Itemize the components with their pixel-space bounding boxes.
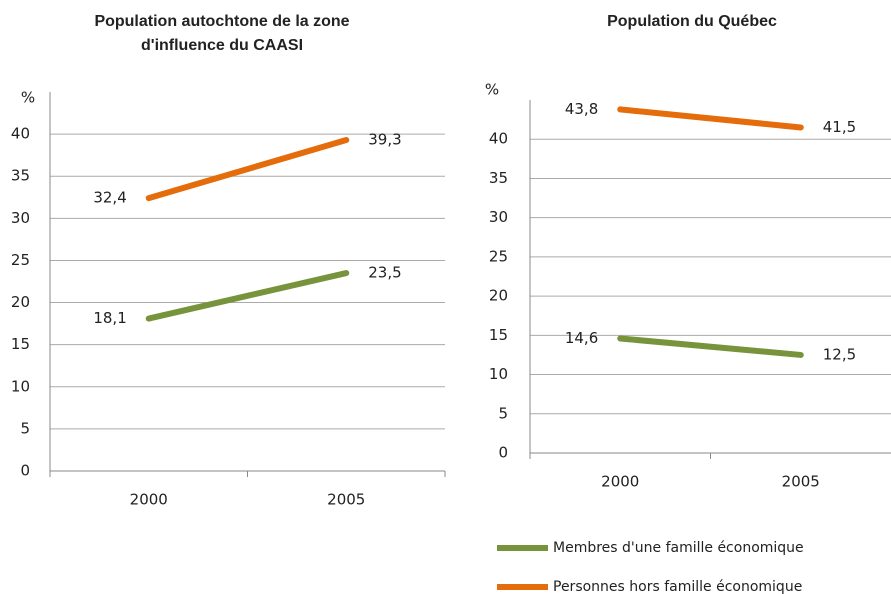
y-tick-label: 20 (489, 287, 508, 305)
x-tick-label: 2005 (327, 491, 365, 509)
chart-title: d'influence du CAASI (141, 37, 303, 54)
y-tick-label: 35 (489, 169, 508, 187)
y-axis-label: % (485, 81, 499, 99)
series-line (617, 106, 804, 131)
y-tick-label: 40 (11, 125, 30, 143)
legend-label: Personnes hors famille économique (553, 579, 802, 594)
y-tick-label: 5 (20, 419, 30, 437)
y-tick-label: 15 (11, 335, 30, 353)
data-label: 32,4 (93, 189, 126, 207)
data-label: 23,5 (368, 264, 401, 282)
y-tick-label: 0 (20, 462, 30, 480)
series-line (145, 270, 350, 322)
data-label: 43,8 (565, 100, 598, 118)
data-label: 14,6 (565, 329, 598, 347)
y-tick-label: 35 (11, 167, 30, 185)
series-line (617, 335, 804, 358)
y-tick-label: 15 (489, 326, 508, 344)
y-tick-label: 10 (11, 377, 30, 395)
y-axis-label: % (21, 89, 35, 107)
y-tick-label: 5 (498, 404, 508, 422)
data-label: 41,5 (823, 118, 856, 136)
data-label: 12,5 (823, 345, 856, 363)
y-tick-label: 10 (489, 365, 508, 383)
legend-label: Membres d'une famille économique (553, 540, 804, 556)
y-tick-label: 40 (489, 130, 508, 148)
x-tick-label: 2005 (782, 473, 820, 491)
y-tick-label: 25 (489, 247, 508, 265)
y-tick-label: 0 (498, 444, 508, 462)
y-tick-label: 20 (11, 293, 30, 311)
data-label: 39,3 (368, 131, 401, 149)
data-label: 18,1 (93, 309, 126, 327)
y-tick-label: 30 (489, 208, 508, 226)
series-line (145, 137, 350, 202)
x-tick-label: 2000 (601, 473, 639, 491)
x-tick-label: 2000 (130, 491, 168, 509)
y-tick-label: 25 (11, 251, 30, 269)
y-tick-label: 30 (11, 209, 30, 227)
chart-title: Population du Québec (607, 13, 777, 30)
chart-title: Population autochtone de la zone (94, 13, 349, 30)
